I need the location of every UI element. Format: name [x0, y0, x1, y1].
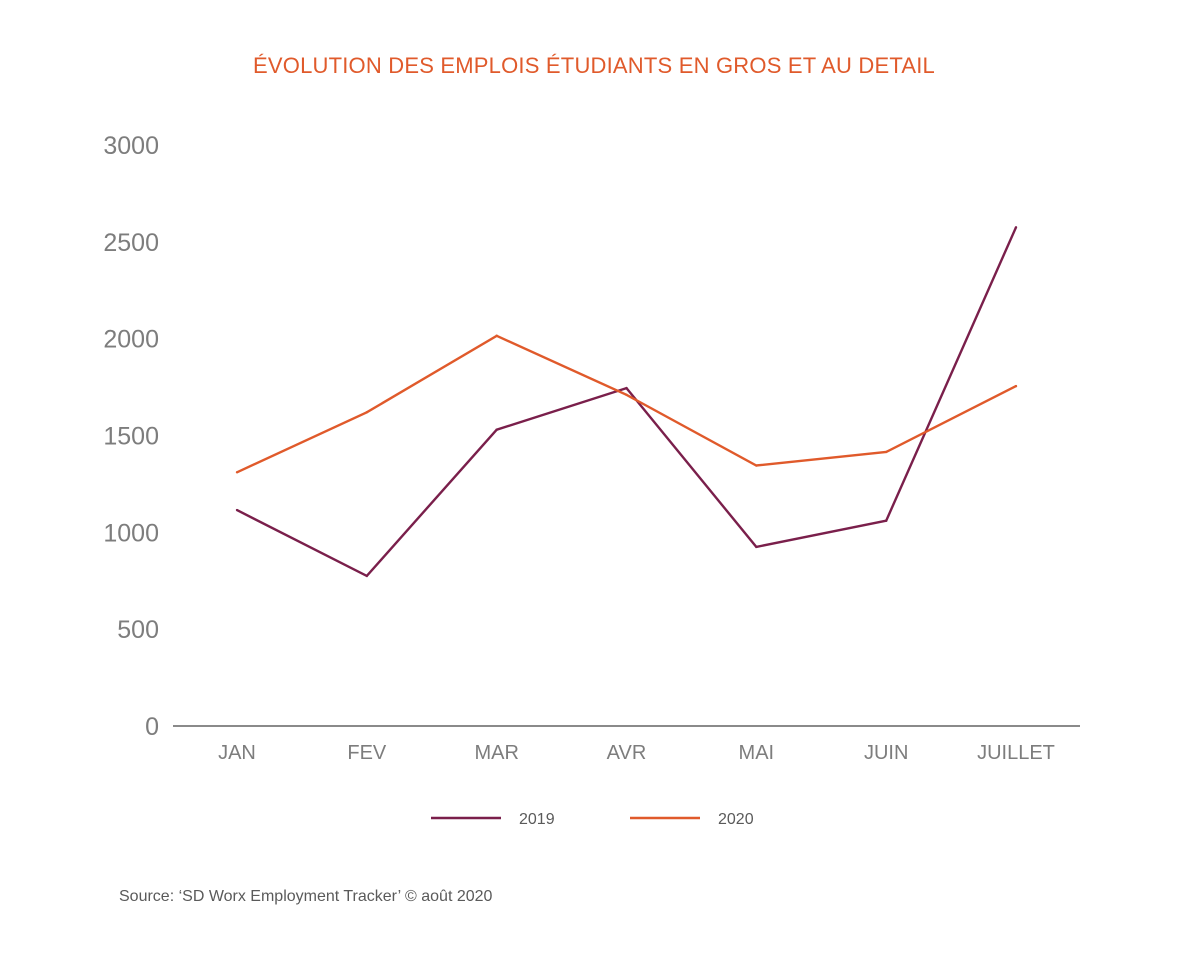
x-axis-ticks: JAN FEV MAR AVR MAI JUIN JUILLET: [218, 742, 1055, 764]
x-tick-label: JAN: [218, 742, 256, 764]
data-point-2019: [1014, 226, 1018, 229]
series-line-2020: [236, 334, 1017, 474]
x-tick-label: JUILLET: [977, 742, 1055, 764]
data-point-2020: [235, 471, 239, 474]
series-layer: [235, 226, 1018, 578]
y-tick-label: 500: [117, 616, 159, 644]
x-tick-label: AVR: [607, 742, 647, 764]
data-point-2019: [755, 545, 758, 549]
data-point-2019: [625, 386, 628, 390]
y-tick-label: 1500: [103, 423, 159, 451]
x-tick-label: FEV: [347, 742, 387, 764]
y-tick-label: 2500: [103, 229, 159, 257]
series-line-2019: [236, 226, 1018, 578]
data-point-2020: [1014, 384, 1018, 388]
x-tick-label: MAR: [474, 742, 518, 764]
y-tick-label: 2000: [103, 326, 159, 354]
data-point-2020: [495, 334, 498, 337]
y-axis-ticks: 0 500 1000 1500 2000 2500 3000: [103, 132, 159, 741]
legend-label-2020: 2020: [718, 811, 754, 828]
legend: 2019 2020: [431, 811, 754, 828]
data-point-2020: [365, 411, 369, 414]
source-note: Source: ‘SD Worx Employment Tracker’ © a…: [119, 888, 493, 905]
data-point-2020: [625, 393, 628, 397]
data-point-2019: [365, 574, 369, 578]
data-point-2020: [884, 450, 888, 454]
data-point-2019: [235, 508, 239, 512]
chart-title: ÉVOLUTION DES EMPLOIS ÉTUDIANTS EN GROS …: [253, 53, 935, 78]
x-tick-label: MAI: [739, 742, 775, 764]
y-tick-label: 3000: [103, 132, 159, 160]
data-point-2020: [755, 464, 758, 467]
y-tick-label: 1000: [103, 519, 159, 547]
legend-label-2019: 2019: [519, 811, 555, 828]
data-point-2019: [884, 519, 888, 522]
data-point-2019: [495, 428, 498, 431]
x-tick-label: JUIN: [864, 742, 908, 764]
y-tick-label: 0: [145, 713, 159, 741]
